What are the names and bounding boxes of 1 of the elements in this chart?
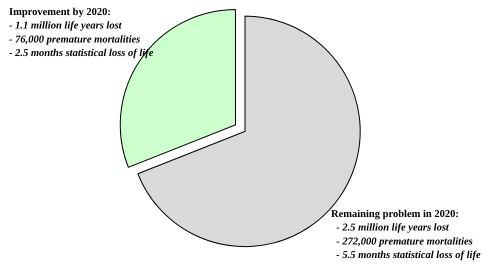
text: Remaining problem in 2020: - 2.5 million life years lost - 272,000 premature mortalities - 5.5 months statistical loss of life: [331, 209, 481, 261]
